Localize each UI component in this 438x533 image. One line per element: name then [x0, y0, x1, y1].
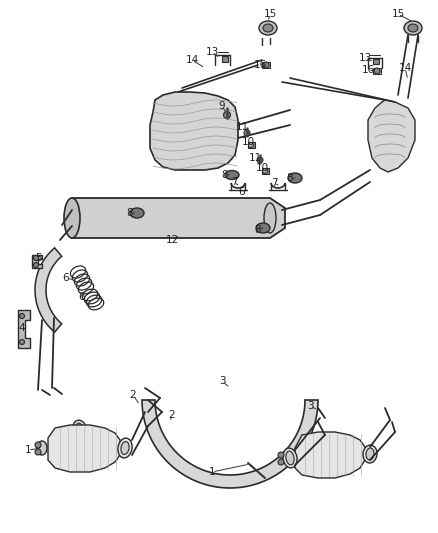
Ellipse shape	[256, 223, 270, 233]
Polygon shape	[373, 68, 381, 74]
Ellipse shape	[225, 171, 239, 180]
Circle shape	[35, 442, 41, 448]
Text: 12: 12	[166, 235, 179, 245]
Text: 8: 8	[254, 225, 261, 235]
Text: 8: 8	[127, 208, 133, 218]
Polygon shape	[248, 142, 255, 148]
Text: 6: 6	[63, 273, 69, 283]
Ellipse shape	[288, 173, 302, 183]
Circle shape	[35, 449, 41, 455]
Ellipse shape	[408, 24, 418, 32]
Text: 15: 15	[392, 9, 405, 19]
Ellipse shape	[283, 448, 297, 468]
Text: 7: 7	[271, 178, 277, 188]
Polygon shape	[222, 56, 228, 62]
Ellipse shape	[118, 438, 132, 458]
Polygon shape	[35, 248, 62, 332]
Ellipse shape	[404, 21, 422, 35]
Polygon shape	[48, 425, 120, 472]
Text: 13: 13	[358, 53, 371, 63]
Text: 8: 8	[287, 173, 293, 183]
Ellipse shape	[286, 451, 294, 465]
Text: 11: 11	[235, 122, 249, 132]
Ellipse shape	[366, 448, 374, 460]
Circle shape	[20, 340, 25, 344]
Text: 11: 11	[248, 153, 261, 163]
Circle shape	[278, 459, 284, 465]
Text: 10: 10	[241, 137, 254, 147]
Text: 13: 13	[205, 47, 219, 57]
Circle shape	[262, 168, 268, 174]
Polygon shape	[72, 198, 285, 238]
Text: 1: 1	[25, 445, 31, 455]
Ellipse shape	[130, 208, 144, 218]
Ellipse shape	[264, 203, 276, 233]
Ellipse shape	[76, 423, 84, 437]
Text: 2: 2	[169, 410, 175, 420]
Circle shape	[223, 111, 230, 118]
Text: 7: 7	[231, 177, 237, 187]
Ellipse shape	[363, 445, 377, 463]
Polygon shape	[150, 92, 238, 170]
Ellipse shape	[263, 24, 273, 32]
Ellipse shape	[64, 198, 80, 238]
Polygon shape	[373, 59, 379, 64]
Text: 5: 5	[35, 253, 41, 263]
Circle shape	[257, 157, 263, 163]
Text: 6: 6	[239, 187, 245, 197]
Ellipse shape	[73, 420, 87, 440]
Polygon shape	[18, 310, 30, 348]
Polygon shape	[262, 168, 269, 174]
Text: 10: 10	[255, 163, 268, 173]
Text: 14: 14	[399, 63, 412, 73]
Polygon shape	[142, 400, 318, 488]
Text: 16: 16	[361, 65, 374, 75]
Circle shape	[248, 142, 254, 148]
Circle shape	[263, 62, 269, 68]
Circle shape	[20, 313, 25, 319]
Circle shape	[33, 255, 39, 261]
Text: 1: 1	[208, 467, 215, 477]
Polygon shape	[295, 432, 365, 478]
Polygon shape	[262, 62, 270, 68]
Text: 8: 8	[222, 170, 228, 180]
Polygon shape	[368, 100, 415, 172]
Circle shape	[278, 452, 284, 458]
Polygon shape	[32, 255, 42, 268]
Circle shape	[33, 262, 39, 268]
Circle shape	[244, 130, 250, 136]
Text: 6: 6	[79, 292, 85, 302]
Ellipse shape	[121, 441, 129, 455]
Text: 15: 15	[263, 9, 277, 19]
Text: 16: 16	[253, 60, 267, 70]
Ellipse shape	[37, 441, 47, 455]
Text: 9: 9	[219, 101, 225, 111]
Text: 3: 3	[307, 401, 313, 411]
Text: 2: 2	[130, 390, 136, 400]
Text: 4: 4	[19, 323, 25, 333]
Ellipse shape	[259, 21, 277, 35]
Circle shape	[374, 68, 380, 74]
Text: 3: 3	[219, 376, 225, 386]
Text: 14: 14	[185, 55, 198, 65]
